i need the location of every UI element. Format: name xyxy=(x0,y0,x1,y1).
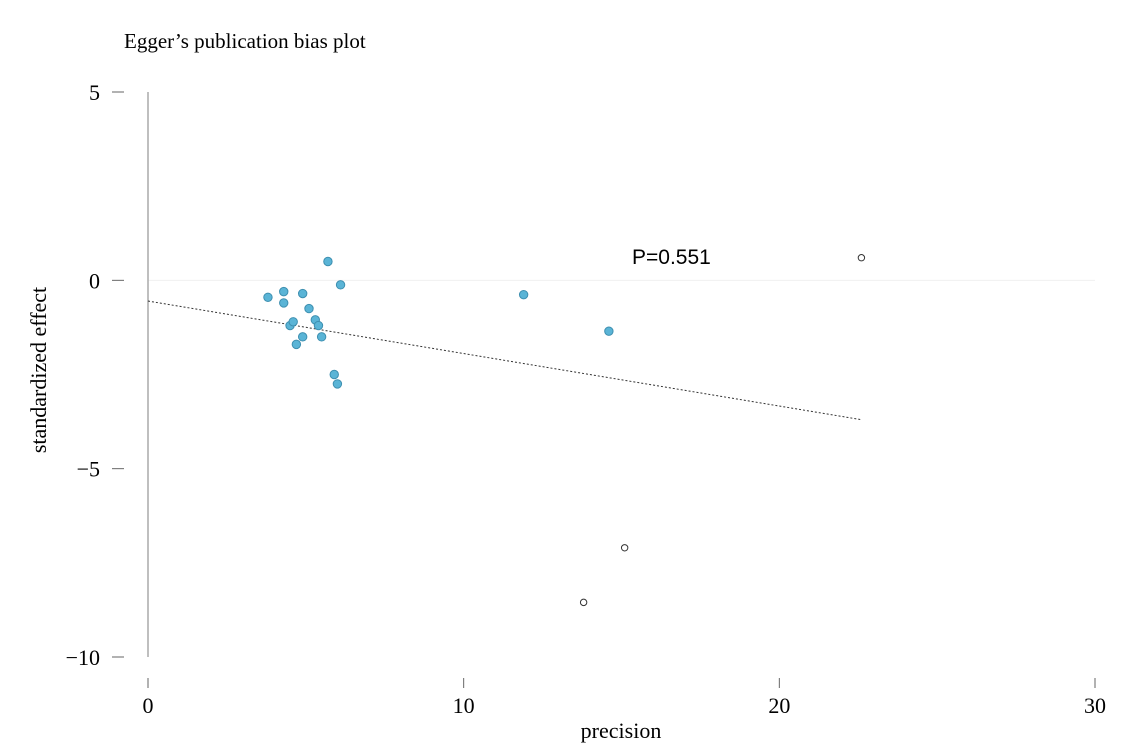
filled-data-point xyxy=(518,289,529,300)
y-axis-ticks: 5 0 −5 −10 xyxy=(66,80,124,670)
y-tick-label: 5 xyxy=(89,80,100,105)
filled-data-point xyxy=(335,280,346,290)
filled-data-point xyxy=(304,303,314,314)
filled-data-point xyxy=(313,320,324,331)
filled-data-point xyxy=(263,292,273,302)
filled-data-point xyxy=(297,332,308,342)
filled-data-point xyxy=(288,317,298,327)
open-data-point xyxy=(857,254,866,262)
filled-data-point xyxy=(279,298,289,308)
data-points xyxy=(263,254,866,607)
filled-data-point xyxy=(323,256,333,267)
p-value-annotation: P=0.551 xyxy=(632,246,711,269)
regression-line xyxy=(147,300,862,421)
x-tick-label: 20 xyxy=(768,693,790,718)
x-tick-label: 0 xyxy=(143,693,154,718)
filled-data-point xyxy=(291,339,302,350)
filled-data-point xyxy=(329,369,339,380)
y-axis-label: standardized effect xyxy=(26,287,51,453)
y-tick-label: −10 xyxy=(66,645,100,670)
open-data-point xyxy=(620,544,629,552)
y-tick-label: 0 xyxy=(89,268,100,293)
x-tick-label: 30 xyxy=(1084,693,1106,718)
filled-data-point xyxy=(279,286,289,297)
filled-data-point xyxy=(316,332,327,342)
filled-data-point xyxy=(297,288,308,299)
filled-data-point xyxy=(604,326,614,336)
x-axis-ticks: 0 10 20 30 xyxy=(143,678,1106,718)
open-data-point xyxy=(579,598,588,607)
chart-title: Egger’s publication bias plot xyxy=(124,29,366,53)
x-axis-label: precision xyxy=(581,718,662,743)
y-tick-label: −5 xyxy=(77,457,100,482)
filled-data-point xyxy=(332,379,343,389)
x-tick-label: 10 xyxy=(453,693,475,718)
